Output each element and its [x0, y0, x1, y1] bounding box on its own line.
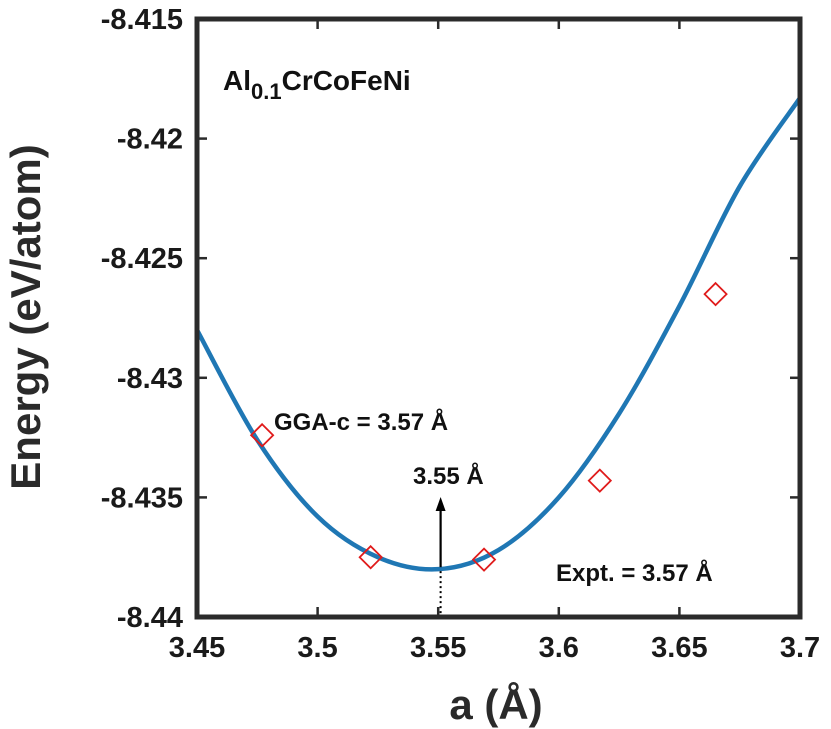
x-tick-label: 3.55: [410, 632, 466, 664]
tick-marks: [195, 17, 802, 619]
x-tick-label: 3.7: [780, 632, 820, 664]
gga-annotation: GGA-c = 3.57 Å: [274, 408, 448, 436]
expt-annotation: Expt. = 3.57 Å: [556, 559, 713, 587]
data-point: [587, 468, 613, 493]
data-point: [358, 544, 383, 570]
x-axis-title: a (Å): [449, 681, 542, 728]
x-tick-label: 3.65: [651, 632, 707, 664]
x-tick-label: 3.6: [539, 632, 579, 664]
minimum-arrowhead: [435, 497, 446, 511]
y-tick-label: -8.44: [117, 602, 183, 634]
x-tick-label: 3.45: [169, 632, 225, 664]
y-tick-label: -8.42: [117, 124, 183, 156]
composition-base: Al: [223, 65, 251, 96]
data-point: [471, 547, 497, 572]
data-point: [249, 422, 275, 448]
data-points: [249, 281, 728, 572]
y-axis-title: Energy (eV/atom): [2, 144, 49, 489]
composition-rest: CrCoFeNi: [282, 65, 411, 96]
data-point: [703, 281, 728, 307]
plot-frame: [194, 16, 803, 620]
fit-curve: [194, 95, 803, 572]
y-tick-label: -8.43: [117, 363, 183, 395]
x-tick-label: 3.5: [297, 632, 337, 664]
composition-label: Al0.1CrCoFeNi: [223, 65, 411, 104]
fit-minimum-annotation: 3.55 Å: [413, 462, 484, 490]
y-tick-label: -8.435: [101, 482, 183, 514]
composition-subscript: 0.1: [251, 79, 282, 104]
y-tick-label: -8.415: [101, 4, 183, 36]
tick-labels: 3.45 3.5 3.55 3.6 3.65 3.7 -8.44 -8.435 -8.43 -8.…: [101, 4, 820, 664]
y-tick-label: -8.425: [101, 243, 183, 275]
